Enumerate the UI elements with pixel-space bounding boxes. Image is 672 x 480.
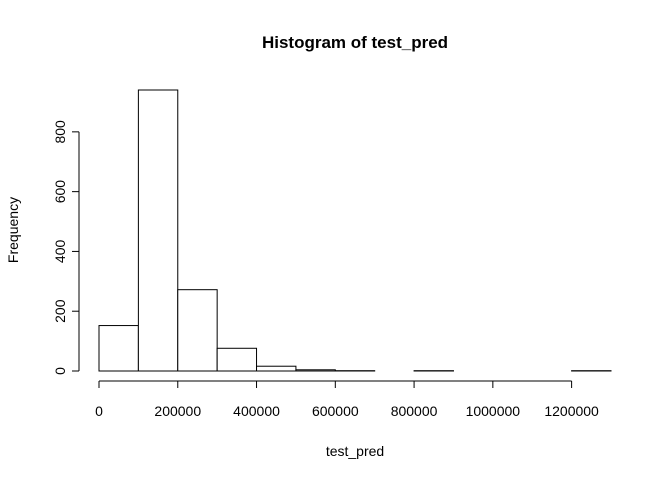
histogram-bar-0 [98,325,139,372]
chart-title: Histogram of test_pred [262,33,448,52]
histogram-bar-4 [256,365,297,372]
y-tick-label: 400 [52,240,68,264]
histogram-bar-3 [216,347,258,372]
x-axis: 0 200000 400000 600000 800000 1000000 1200000 [95,380,599,419]
histogram-bar-5 [295,369,336,372]
x-tick-label: 400000 [233,403,280,419]
bars-group [98,89,612,372]
x-axis-label: test_pred [326,443,384,459]
x-tick-label: 1200000 [544,403,599,419]
y-tick-label: 600 [52,180,68,204]
x-tick-label: 0 [95,403,103,419]
x-tick-label: 800000 [391,403,438,419]
y-tick-label: 200 [52,299,68,323]
y-axis: 0 200 400 600 800 [52,120,80,375]
y-tick-label: 800 [52,120,68,144]
y-axis-label: Frequency [5,197,21,263]
x-tick-label: 200000 [154,403,201,419]
histogram-bar-1 [137,89,179,372]
histogram-bar-2 [177,289,218,372]
x-tick-label: 1000000 [466,403,521,419]
y-tick-label: 0 [52,367,68,375]
x-tick-label: 600000 [312,403,359,419]
